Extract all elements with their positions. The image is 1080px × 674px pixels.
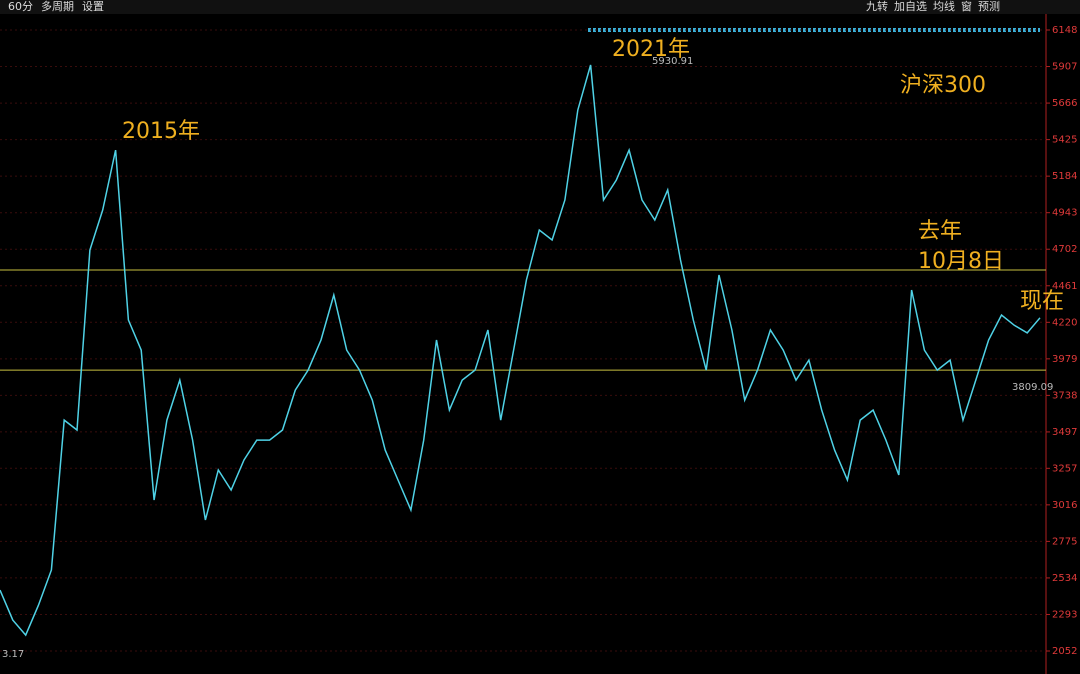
toolbar-item: 九转 bbox=[866, 0, 888, 13]
y-tick-label: 3497 bbox=[1052, 427, 1077, 438]
title: 沪深300 bbox=[900, 73, 986, 98]
y-tick-label: 2052 bbox=[1052, 646, 1077, 657]
price-line bbox=[0, 64, 1041, 637]
y-tick-label: 2293 bbox=[1052, 609, 1077, 620]
y-tick-label: 5184 bbox=[1052, 171, 1077, 182]
annotation: 10月8日 bbox=[918, 249, 1004, 274]
y-tick-label: 2534 bbox=[1052, 573, 1077, 584]
annotation: 2021年 bbox=[612, 37, 690, 62]
y-tick-label: 4702 bbox=[1052, 244, 1077, 255]
y-tick-label: 3257 bbox=[1052, 463, 1077, 474]
y-tick-label: 4943 bbox=[1052, 208, 1077, 219]
y-tick-label: 6148 bbox=[1052, 25, 1077, 36]
toolbar-item: 设置 bbox=[82, 0, 104, 13]
y-tick-label: 3738 bbox=[1052, 390, 1077, 401]
toolbar-item: 多周期 bbox=[41, 0, 74, 13]
annotation: 现在 bbox=[1020, 289, 1064, 314]
price-label: 3.17 bbox=[2, 649, 24, 660]
toolbar-item: 均线 bbox=[933, 0, 955, 13]
y-tick-label: 2775 bbox=[1052, 536, 1077, 547]
toolbar bbox=[0, 0, 1080, 14]
toolbar-item: 加自选 bbox=[894, 0, 927, 13]
y-tick-label: 3016 bbox=[1052, 500, 1077, 511]
y-tick-label: 5907 bbox=[1052, 62, 1077, 73]
annotation: 去年 bbox=[918, 219, 962, 244]
y-tick-label: 4461 bbox=[1052, 281, 1077, 292]
toolbar-item: 预测 bbox=[978, 0, 1000, 13]
annotation: 2015年 bbox=[122, 119, 200, 144]
price-label: 3809.09 bbox=[1012, 382, 1053, 393]
toolbar-item: 窗 bbox=[961, 0, 972, 13]
y-tick-label: 5666 bbox=[1052, 98, 1077, 109]
y-tick-label: 3979 bbox=[1052, 354, 1077, 365]
toolbar-item: 60分 bbox=[8, 0, 33, 13]
y-tick-label: 5425 bbox=[1052, 135, 1077, 146]
y-tick-label: 4220 bbox=[1052, 317, 1077, 328]
price-label: 5930.91 bbox=[652, 56, 693, 67]
